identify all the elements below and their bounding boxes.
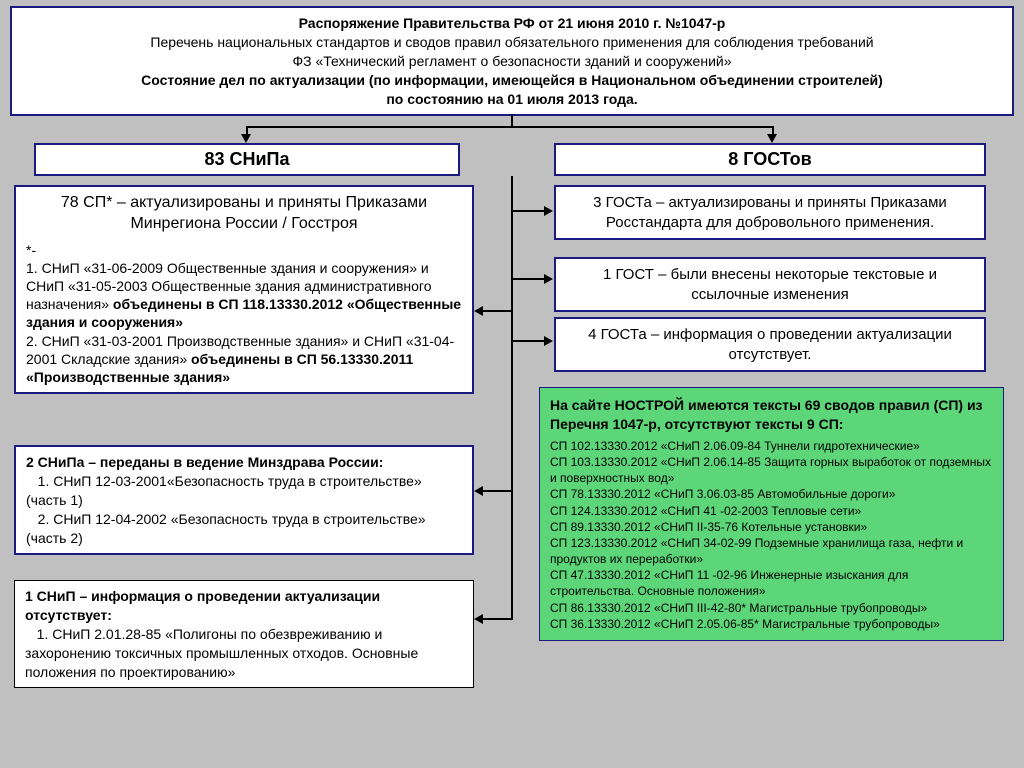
arrow-left-icon xyxy=(474,614,483,624)
snip2-box: 2 СНиПа – переданы в ведение Минздрава Р… xyxy=(14,445,474,555)
title-l1: Распоряжение Правительства РФ от 21 июня… xyxy=(22,14,1002,33)
title-l2: Перечень национальных стандартов и сводо… xyxy=(22,33,1002,52)
connector-line xyxy=(246,126,774,128)
green-head: На сайте НОСТРОЙ имеются тексты 69 сводо… xyxy=(550,396,993,434)
connector-line xyxy=(511,176,513,620)
green-i6: СП 47.13330.2012 «СНиП 11 -02-96 Инженер… xyxy=(550,567,993,599)
arrow-down-icon xyxy=(241,134,251,143)
green-i1: СП 103.13330.2012 «СНиП 2.06.14-85 Защит… xyxy=(550,454,993,486)
arrow-down-icon xyxy=(767,134,777,143)
snip2-head: 2 СНиПа – переданы в ведение Минздрава Р… xyxy=(26,453,462,472)
green-i8: СП 36.13330.2012 «СНиП 2.05.06-85* Магис… xyxy=(550,616,993,632)
arrow-right-icon xyxy=(544,336,553,346)
green-i3: СП 124.13330.2012 «СНиП 41 -02-2003 Тепл… xyxy=(550,503,993,519)
green-i4: СП 89.13330.2012 «СНиП II-35-76 Котельны… xyxy=(550,519,993,535)
arrow-left-icon xyxy=(474,486,483,496)
title-box: Распоряжение Правительства РФ от 21 июня… xyxy=(10,6,1014,116)
snip1-i1: 1. СНиП 2.01.28-85 «Полигоны по обезвреж… xyxy=(25,625,463,682)
title-l5: по состоянию на 01 июля 2013 года. xyxy=(22,90,1002,109)
snip-header: 83 СНиПа xyxy=(34,143,460,176)
connector-line xyxy=(482,618,512,620)
green-i7: СП 86.13330.2012 «СНиП III-42-80* Магист… xyxy=(550,600,993,616)
sp78-head: 78 СП* – актуализированы и приняты Прика… xyxy=(26,193,462,235)
green-box: На сайте НОСТРОЙ имеются тексты 69 сводо… xyxy=(539,387,1004,641)
sp78-item2: 2. СНиП «31-03-2001 Производственные зда… xyxy=(26,332,462,387)
title-l3: ФЗ «Технический регламент о безопасности… xyxy=(22,52,1002,71)
connector-line xyxy=(513,278,545,280)
gost1-box: 1 ГОСТ – были внесены некоторые текстовы… xyxy=(554,257,986,312)
snip1-head: 1 СНиП – информация о проведении актуали… xyxy=(25,587,463,625)
gost4-box: 4 ГОСТа – информация о проведении актуал… xyxy=(554,317,986,372)
green-i5: СП 123.13330.2012 «СНиП 34-02-99 Подземн… xyxy=(550,535,993,567)
connector-line xyxy=(482,490,512,492)
snip1-box: 1 СНиП – информация о проведении актуали… xyxy=(14,580,474,688)
connector-line xyxy=(513,340,545,342)
green-i0: СП 102.13330.2012 «СНиП 2.06.09-84 Тунне… xyxy=(550,438,993,454)
gost3-box: 3 ГОСТа – актуализированы и приняты Прик… xyxy=(554,185,986,240)
title-l4: Состояние дел по актуализации (по информ… xyxy=(22,71,1002,90)
arrow-left-icon xyxy=(474,306,483,316)
gost-header: 8 ГОСТов xyxy=(554,143,986,176)
sp78-box: 78 СП* – актуализированы и приняты Прика… xyxy=(14,185,474,394)
arrow-right-icon xyxy=(544,274,553,284)
arrow-right-icon xyxy=(544,206,553,216)
snip2-i2: 2. СНиП 12-04-2002 «Безопасность труда в… xyxy=(26,510,462,548)
snip2-i1: 1. СНиП 12-03-2001«Безопасность труда в … xyxy=(26,472,462,510)
green-i2: СП 78.13330.2012 «СНиП 3.06.03-85 Автомо… xyxy=(550,486,993,502)
sp78-item1: 1. СНиП «31-06-2009 Общественные здания … xyxy=(26,259,462,332)
sp78-star: *- xyxy=(26,241,462,259)
connector-line xyxy=(482,310,512,312)
connector-line xyxy=(513,210,545,212)
